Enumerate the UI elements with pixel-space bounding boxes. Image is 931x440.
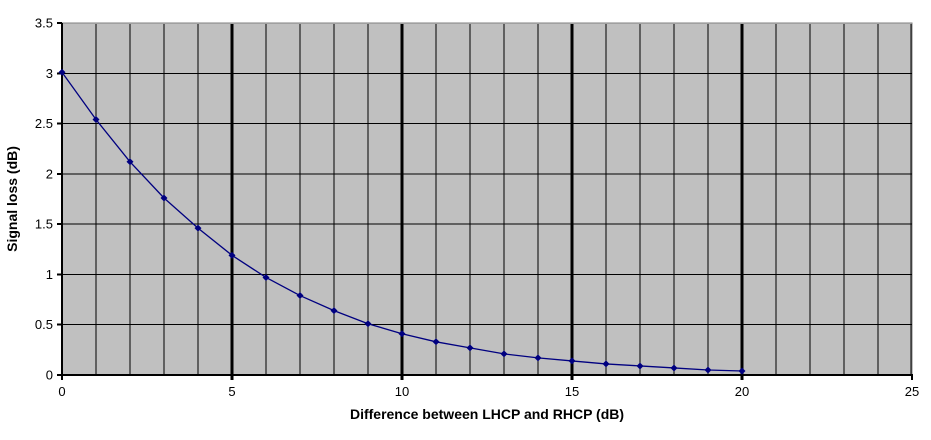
y-tick-label: 0.5 (35, 317, 53, 332)
y-tick-label: 1.5 (35, 217, 53, 232)
x-axis-title: Difference between LHCP and RHCP (dB) (350, 406, 624, 422)
x-tick-label: 15 (565, 384, 579, 399)
x-tick-label: 25 (905, 384, 919, 399)
x-tick-label: 0 (58, 384, 65, 399)
y-tick-label: 0 (46, 368, 53, 383)
y-tick-label: 2 (46, 166, 53, 181)
x-tick-label: 5 (228, 384, 235, 399)
x-tick-label: 10 (395, 384, 409, 399)
x-tick-label: 20 (735, 384, 749, 399)
y-tick-label: 3.5 (35, 16, 53, 31)
y-tick-label: 3 (46, 66, 53, 81)
y-axis-title: Signal loss (dB) (4, 146, 20, 252)
y-tick-label: 1 (46, 267, 53, 282)
plot-layer: 0 0.5 1 1.5 2 2.5 3 3.5 0 5 10 15 20 25 (35, 16, 919, 400)
plot-area (61, 22, 913, 376)
y-tick-label: 2.5 (35, 116, 53, 131)
